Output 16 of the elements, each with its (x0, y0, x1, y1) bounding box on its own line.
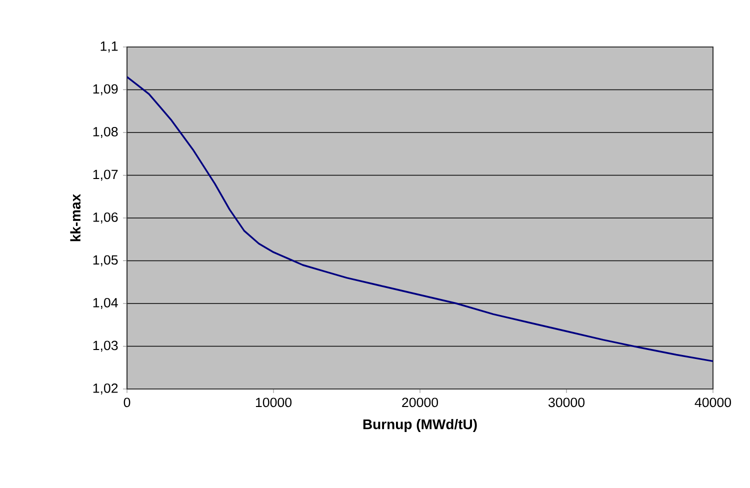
y-tick-label: 1,08 (93, 126, 118, 138)
y-tick-label: 1,1 (100, 42, 118, 52)
y-tick-label: 1,04 (93, 298, 118, 310)
x-tick-label: 40000 (694, 398, 732, 408)
x-tick-label: 30000 (548, 398, 585, 408)
x-tick-label: 10000 (256, 398, 292, 408)
y-tick-label: 1,05 (93, 255, 118, 266)
y-tick-label: 1,06 (93, 212, 118, 224)
y-tick-label: 1,09 (93, 84, 118, 96)
y-axis-title: kk-max (70, 194, 81, 242)
x-axis-title: Burnup (MWd/tU) (363, 418, 477, 432)
x-tick-label: 0 (124, 398, 130, 408)
y-tick-label: 1,03 (93, 340, 118, 352)
y-tick-label: 1,07 (93, 170, 118, 181)
x-tick-label: 20000 (402, 398, 438, 408)
y-tick-label: 1,02 (93, 383, 118, 394)
